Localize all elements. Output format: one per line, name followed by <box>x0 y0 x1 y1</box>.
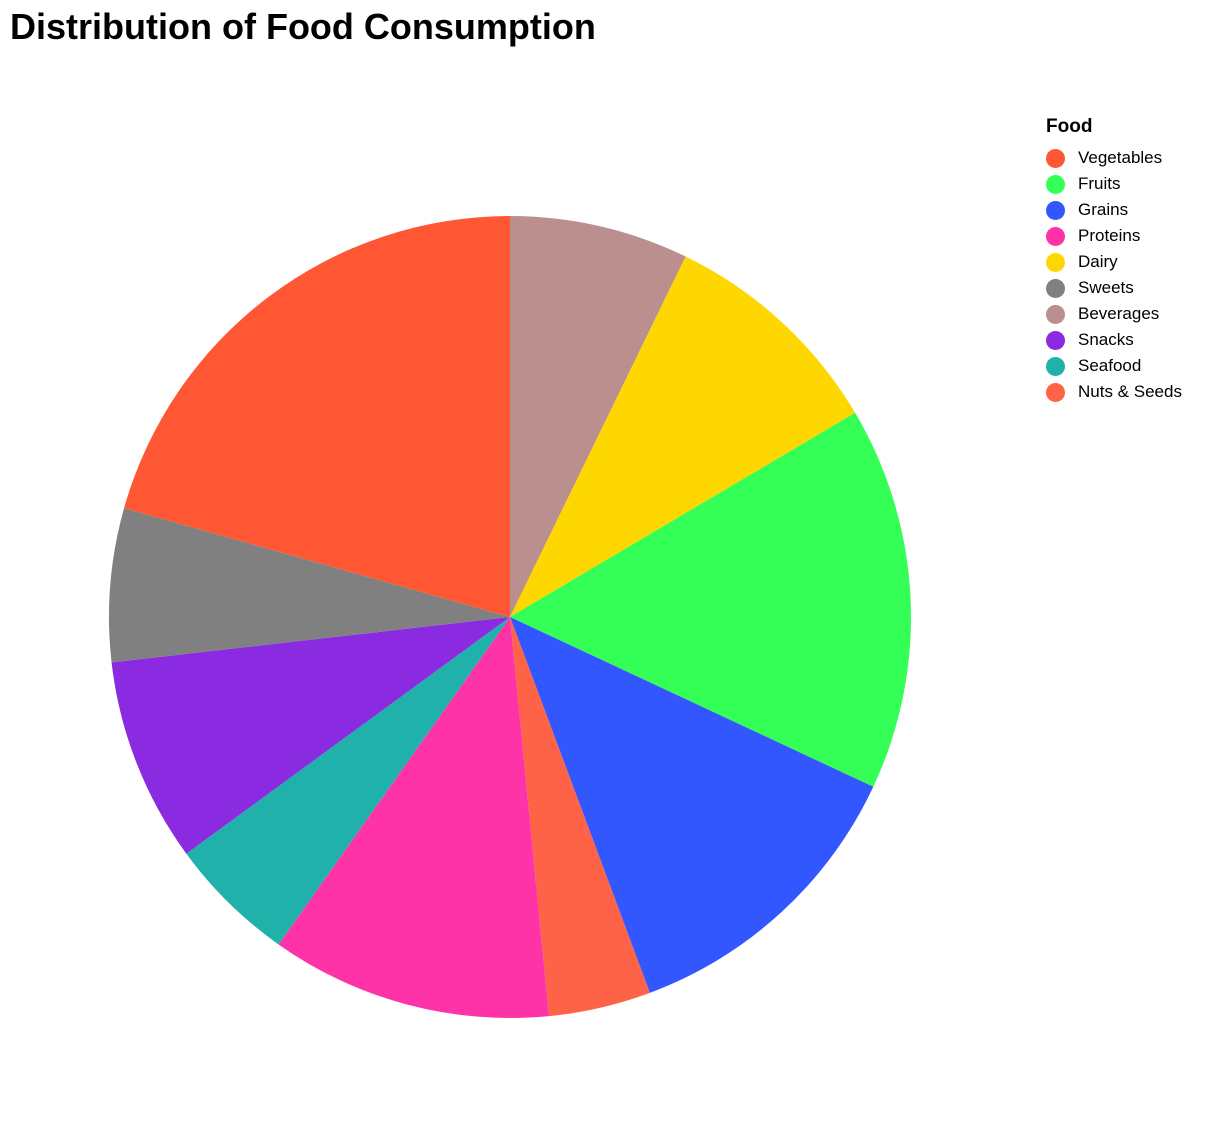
legend-label: Seafood <box>1078 356 1142 375</box>
legend-item-vegetables: Vegetables <box>1046 145 1182 171</box>
pie-slice-seafood <box>186 617 510 945</box>
pie-slice-proteins <box>278 617 549 1019</box>
legend-item-fruits: Fruits <box>1046 171 1182 197</box>
legend-item-beverages: Beverages <box>1046 301 1182 327</box>
legend-item-grains: Grains <box>1046 197 1182 223</box>
legend-label: Sweets <box>1078 278 1134 297</box>
legend-swatch <box>1046 200 1065 220</box>
pie-slice-fruits <box>510 412 912 787</box>
pie-slice-grains <box>510 617 874 993</box>
legend-label: Fruits <box>1078 174 1121 193</box>
legend-title: Food <box>1046 116 1093 137</box>
legend-item-seafood: Seafood <box>1046 353 1182 379</box>
legend-label: Nuts & Seeds <box>1078 382 1182 401</box>
legend-swatch <box>1046 148 1065 168</box>
pie-slice-nuts-and-seeds <box>510 617 650 1017</box>
legend-swatch <box>1046 226 1065 246</box>
legend-label: Grains <box>1078 200 1129 219</box>
legend-swatch <box>1046 382 1065 402</box>
legend-swatch <box>1046 304 1065 324</box>
legend-item-nuts-and-seeds: Nuts & Seeds <box>1046 379 1182 405</box>
legend-swatch <box>1046 356 1065 376</box>
pie-slice-vegetables <box>124 216 510 617</box>
pie-slice-beverages <box>510 215 686 617</box>
legend-items: Vegetables Fruits Grains Proteins Dairy Sweet… <box>1046 145 1182 405</box>
legend-swatch <box>1046 278 1065 298</box>
legend-swatch <box>1046 252 1065 272</box>
legend-swatch <box>1046 330 1065 350</box>
legend-item-proteins: Proteins <box>1046 223 1182 249</box>
legend-label: Snacks <box>1078 330 1134 349</box>
legend-label: Beverages <box>1078 304 1160 323</box>
legend-item-sweets: Sweets <box>1046 275 1182 301</box>
legend: Food Vegetables Fruits Grains Proteins Dairy… <box>1046 116 1182 405</box>
legend-label: Dairy <box>1078 252 1118 271</box>
legend-item-dairy: Dairy <box>1046 249 1182 275</box>
legend-swatch <box>1046 174 1065 194</box>
chart-title: Distribution of Food Consumption <box>10 6 596 47</box>
legend-label: Proteins <box>1078 226 1141 245</box>
legend-item-snacks: Snacks <box>1046 327 1182 353</box>
pie-slice-snacks <box>111 617 510 854</box>
legend-label: Vegetables <box>1078 148 1163 167</box>
pie-slice-sweets <box>108 508 510 663</box>
pie-slice-dairy <box>510 256 856 617</box>
